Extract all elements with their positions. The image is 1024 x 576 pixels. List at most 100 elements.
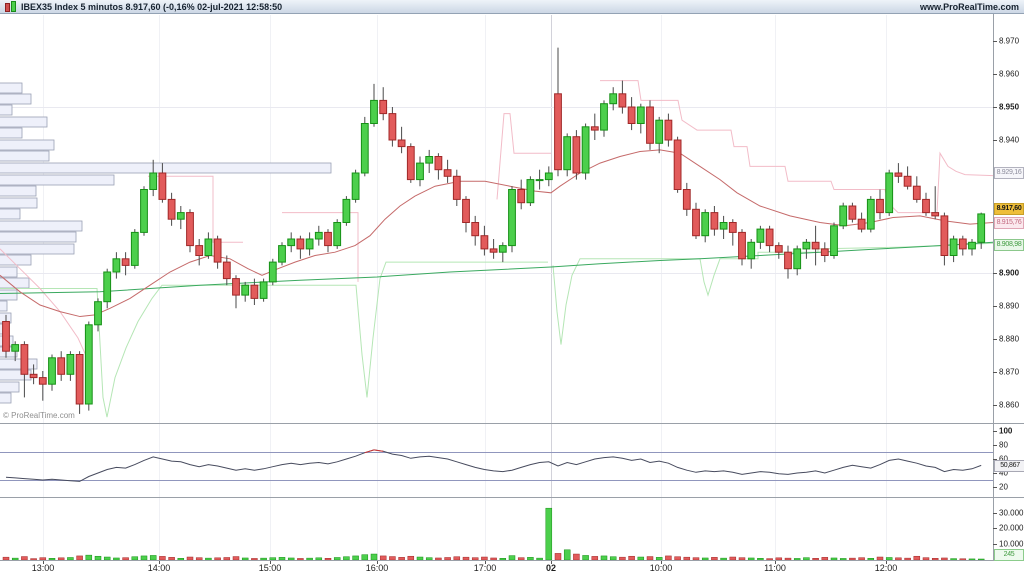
time-axis-label: 17:00 [473,563,497,573]
price-tick-label: 8.960 [999,69,1020,79]
trailing-resistance-line [496,113,551,200]
candlestick [756,228,765,243]
candlestick [186,212,194,247]
candlestick [526,179,535,204]
candlestick [738,231,746,260]
candlestick [360,123,369,174]
volume-profile-bar [0,289,18,301]
candlestick [176,212,185,220]
candlestick [305,238,314,250]
volume-tick-label: 10.000 [999,539,1024,549]
time-axis-label: 11:00 [764,563,786,573]
time-axis-label: 13:00 [31,563,55,573]
volume-profile-bar [0,150,50,162]
candlestick [866,198,875,230]
volume-profile-bar [0,231,77,243]
candlestick [471,222,480,237]
volume-profile-bar [0,197,38,209]
rsi-tick-label: 40 [999,468,1008,478]
candlestick [121,258,130,266]
candlestick [646,106,654,144]
candlestick [20,344,29,375]
price-axis[interactable] [993,14,1024,560]
rsi-pane[interactable] [0,424,993,497]
candlestick [719,222,728,230]
candlestick [627,106,636,124]
candlestick [618,93,627,108]
candlestick [774,245,783,253]
rsi-tick-label: 60 [999,454,1008,464]
price-tick-label: 8.880 [999,334,1020,344]
candlestick [609,93,618,105]
candlestick [894,172,903,177]
rsi-line [5,449,982,482]
volume-profile-bar [0,392,12,404]
volume-profile-bar [0,139,55,151]
candlestick [802,241,811,250]
rsi-tick-label: 80 [999,440,1008,450]
candlestick [416,162,424,181]
candlestick [682,189,691,210]
candlestick [140,189,148,233]
instrument-title: IBEX35 Index 5 minutos 8.917,60 (-0,16% … [21,1,283,12]
candlestick [820,248,829,256]
volume-pane[interactable] [0,498,993,560]
trailing-support-line [0,261,548,418]
candlestick-chart-icon [5,1,16,12]
candlestick [287,238,296,247]
candlestick [434,156,443,171]
volume-profile-bar [0,358,38,370]
fast-ma-value-tag: 8.915,76 [994,217,1024,229]
candlestick [903,175,912,187]
candlestick [204,238,213,256]
candlestick [848,205,857,220]
candlestick [498,245,507,253]
candlestick [222,261,231,280]
candlestick [48,357,56,385]
candlestick [728,222,737,233]
candlestick [66,354,75,375]
candlestick [940,215,949,256]
candlestick [397,139,406,148]
candlestick [158,172,167,200]
volume-profile-bar [0,208,21,220]
candlestick [581,126,590,174]
candlestick [692,208,700,237]
copyright-watermark: © ProRealTime.com [3,411,75,420]
candlestick [268,261,277,283]
volume-profile-bar [0,93,32,105]
candlestick [149,172,158,190]
candlestick [811,241,820,250]
candlestick [278,245,286,263]
price-tick-label: 8.890 [999,301,1020,311]
candlestick [554,93,562,171]
candlestick [912,185,921,200]
candlestick [958,238,967,250]
candlestick [213,238,222,263]
time-axis-label: 14:00 [147,563,171,573]
volume-profile-bar [0,243,75,255]
candlestick [857,218,866,230]
volume-tick-label: 30.000 [999,508,1024,518]
trailing-resistance-line [282,212,359,282]
rsi-tick-label: 100 [999,426,1013,436]
candlestick [830,225,838,257]
time-axis-label: 02 [545,563,556,573]
candlestick [876,198,884,214]
volume-profile-bar [0,300,8,312]
candlestick [572,136,581,174]
volume-profile-bar [0,116,48,128]
price-tick-label: 8.970 [999,36,1020,46]
time-axis-label: 16:00 [365,563,389,573]
candlestick [600,103,608,131]
volume-profile-bar [0,254,32,266]
slow-ma-value-tag: 8.908,98 [994,239,1024,251]
last-price-tag: 8.917,60 [994,203,1024,215]
volume-value-tag: 245 [994,549,1024,561]
candlestick [508,189,516,247]
candlestick [57,357,66,375]
main-chart-pane[interactable] [0,14,993,423]
candlestick [388,113,397,141]
candlestick [425,156,434,164]
